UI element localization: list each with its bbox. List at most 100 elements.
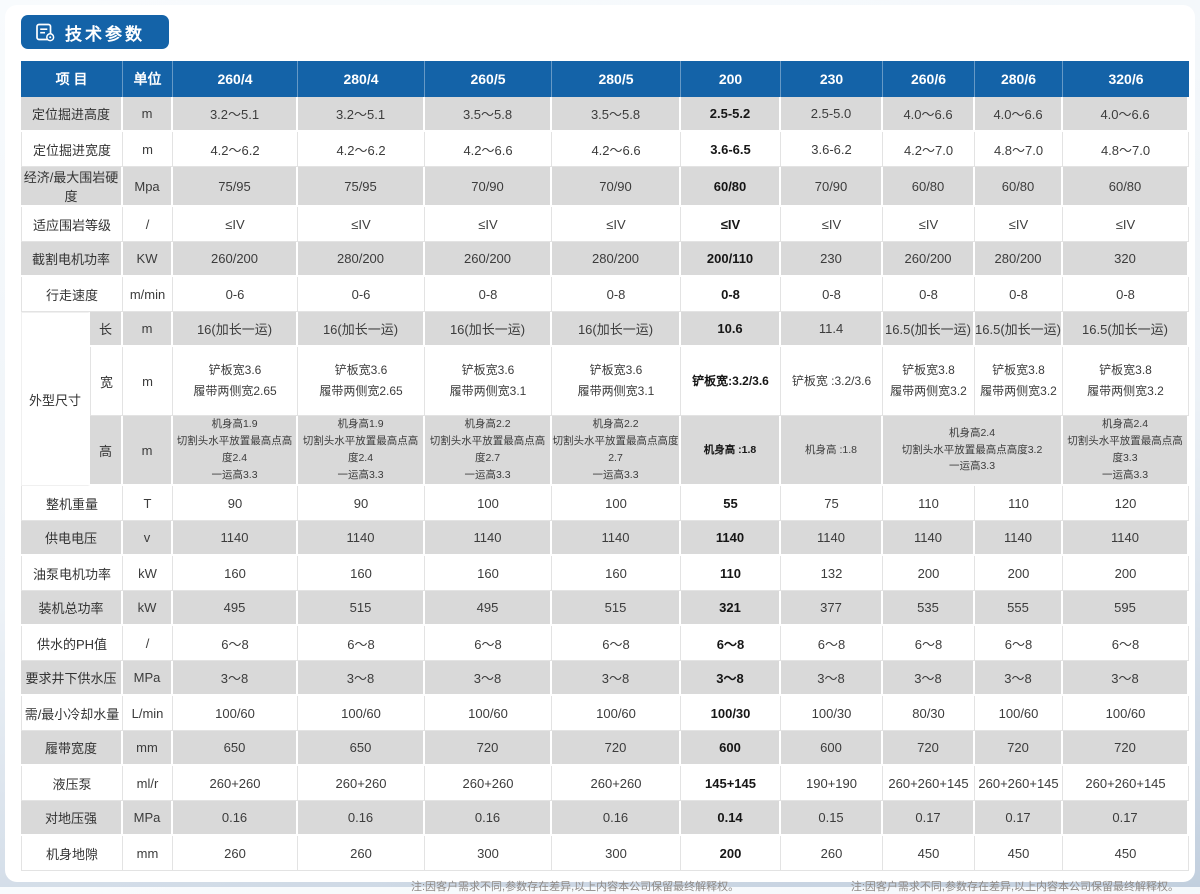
value-cell: 100	[425, 486, 553, 521]
value-cell: 321	[681, 591, 782, 626]
row-label: 整机重量	[21, 486, 124, 521]
table-row: 截割电机功率 KW 260/200 280/200 260/200 280/200 200/…	[21, 242, 1190, 277]
value-cell: 600	[681, 731, 782, 766]
value-cell: 515	[298, 591, 426, 626]
row-group-label: 外型尺寸	[21, 312, 90, 486]
value-cell: 3～8	[173, 661, 299, 696]
value-cell: 3～8	[681, 661, 782, 696]
value-cell: 377	[781, 591, 884, 626]
value-cell: 75/95	[298, 167, 426, 207]
value-cell: 160	[552, 556, 682, 591]
value-cell: 16(加长一运)	[425, 312, 553, 347]
value-cell: 1140	[425, 521, 553, 556]
unit-cell: m/min	[123, 277, 174, 312]
value-cell: 495	[425, 591, 553, 626]
value-cell: 铲板宽3.8 履带两侧宽3.2	[1063, 347, 1190, 416]
value-cell: 100/60	[173, 696, 299, 731]
unit-cell: ml/r	[123, 766, 174, 801]
value-cell: 70/90	[781, 167, 884, 207]
value-cell: 6～8	[781, 626, 884, 661]
value-cell: 515	[552, 591, 682, 626]
value-cell: ≤IV	[681, 207, 782, 242]
value-cell: 230	[781, 242, 884, 277]
value-cell: 铲板宽 :3.2/3.6	[781, 347, 884, 416]
value-cell: 100/30	[781, 696, 884, 731]
value-cell: 110	[883, 486, 976, 521]
value-cell: 60/80	[883, 167, 976, 207]
value-cell: 160	[298, 556, 426, 591]
value-cell: 0.14	[681, 801, 782, 836]
value-cell: 650	[298, 731, 426, 766]
col-header-model: 320/6	[1063, 61, 1190, 97]
value-cell: 3.5～5.8	[425, 97, 553, 132]
value-cell: 4.8～7.0	[975, 132, 1064, 167]
col-header-model: 280/6	[975, 61, 1064, 97]
value-cell: 60/80	[1063, 167, 1190, 207]
value-cell: 3.2～5.1	[173, 97, 299, 132]
value-cell: 260/200	[883, 242, 976, 277]
value-cell: 80/30	[883, 696, 976, 731]
value-cell: 机身高 :1.8	[681, 416, 782, 486]
footnote-right: 注:因客户需求不同,参数存在差异,以上内容本公司保留最终解释权。	[850, 881, 1179, 893]
value-cell: 100/60	[552, 696, 682, 731]
value-cell: 0-8	[425, 277, 553, 312]
value-cell: 260	[781, 836, 884, 871]
value-cell: 6～8	[975, 626, 1064, 661]
value-cell: 55	[681, 486, 782, 521]
row-sub-label: 高	[90, 416, 124, 486]
value-cell: 495	[173, 591, 299, 626]
value-cell: 6～8	[298, 626, 426, 661]
row-label: 经济/最大围岩硬度	[21, 167, 124, 207]
value-cell: 720	[975, 731, 1064, 766]
table-row: 定位掘进高度 m 3.2～5.1 3.2～5.1 3.5～5.8 3.5～5.8 2.5-5…	[21, 97, 1190, 132]
value-cell: 4.0～6.6	[1063, 97, 1190, 132]
value-cell: 200	[1063, 556, 1190, 591]
row-label: 需/最小冷却水量	[21, 696, 124, 731]
col-header-model: 230	[781, 61, 884, 97]
unit-cell: MPa	[123, 801, 174, 836]
value-cell: 铲板宽3.6 履带两侧宽2.65	[173, 347, 299, 416]
value-cell: 1140	[781, 521, 884, 556]
table-row: 履带宽度 mm 650 650 720 720 600 600 720 720 720	[21, 731, 1190, 766]
unit-cell: MPa	[123, 661, 174, 696]
value-cell: 260	[298, 836, 426, 871]
row-label: 油泵电机功率	[21, 556, 124, 591]
value-cell: 机身高2.4 切割头水平放置最高点高度3.3 一运高3.3	[1063, 416, 1190, 486]
value-cell: 3～8	[425, 661, 553, 696]
value-cell: 机身高2.2 切割头水平放置最高点高度 2.7 一运高3.3	[552, 416, 682, 486]
value-cell: 260+260+145	[975, 766, 1064, 801]
value-cell: 0.16	[298, 801, 426, 836]
value-cell: 机身高1.9 切割头水平放置最高点高度2.4 一运高3.3	[298, 416, 426, 486]
value-cell: 3～8	[1063, 661, 1190, 696]
value-cell: 铲板宽3.8 履带两侧宽3.2	[883, 347, 976, 416]
table-row: 供电电压 v 1140 1140 1140 1140 1140 1140 1140 1140 114…	[21, 521, 1190, 556]
unit-cell: m	[123, 97, 174, 132]
value-cell: 6～8	[173, 626, 299, 661]
content-card: 技术参数 项 目单位 260/4 280/4 260/5 280/5 200 230 260/…	[5, 5, 1195, 893]
value-cell: 650	[173, 731, 299, 766]
table-row: 对地压强 MPa 0.16 0.16 0.16 0.16 0.14 0.15 0.17 0.17 0…	[21, 801, 1190, 836]
value-cell: 100/30	[681, 696, 782, 731]
value-cell: 6～8	[425, 626, 553, 661]
value-cell: 0.16	[173, 801, 299, 836]
col-header-model: 260/4	[173, 61, 299, 97]
value-cell: 0-6	[298, 277, 426, 312]
table-row: 适应围岩等级 / ≤IV ≤IV ≤IV ≤IV ≤IV ≤IV ≤IV ≤IV ≤IV	[21, 207, 1190, 242]
value-cell: 0-8	[975, 277, 1064, 312]
value-cell: 铲板宽3.8 履带两侧宽3.2	[975, 347, 1064, 416]
value-cell: 0.15	[781, 801, 884, 836]
value-cell: 4.8～7.0	[1063, 132, 1190, 167]
value-cell: 75	[781, 486, 884, 521]
value-cell: 300	[425, 836, 553, 871]
unit-cell: v	[123, 521, 174, 556]
col-header-unit: 单位	[123, 61, 174, 97]
value-cell: 100/60	[975, 696, 1064, 731]
value-cell: 100/60	[1063, 696, 1190, 731]
value-cell: 260+260	[173, 766, 299, 801]
value-cell: 16.5(加长一运)	[883, 312, 976, 347]
value-cell: 1140	[552, 521, 682, 556]
value-cell: 2.5-5.2	[681, 97, 782, 132]
value-cell: 260/200	[425, 242, 553, 277]
table-row: 行走速度 m/min 0-6 0-6 0-8 0-8 0-8 0-8 0-8 0-8 0-8	[21, 277, 1190, 312]
value-cell: 720	[552, 731, 682, 766]
